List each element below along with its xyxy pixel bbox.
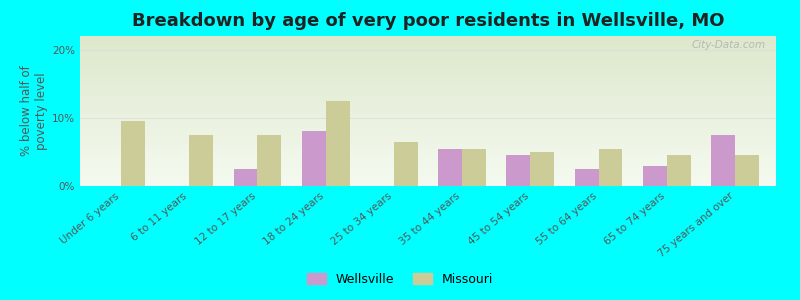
- Bar: [643, 166, 667, 186]
- Bar: [530, 152, 554, 186]
- Bar: [438, 148, 462, 186]
- Bar: [711, 135, 735, 186]
- Bar: [302, 131, 326, 186]
- Text: City-Data.com: City-Data.com: [691, 40, 766, 50]
- Bar: [574, 169, 598, 186]
- Bar: [394, 142, 418, 186]
- Bar: [258, 135, 282, 186]
- Bar: [462, 148, 486, 186]
- Bar: [667, 155, 690, 186]
- Y-axis label: % below half of
poverty level: % below half of poverty level: [20, 66, 48, 156]
- Bar: [189, 135, 213, 186]
- Bar: [506, 155, 530, 186]
- Bar: [735, 155, 759, 186]
- Bar: [598, 148, 622, 186]
- Bar: [121, 121, 145, 186]
- Title: Breakdown by age of very poor residents in Wellsville, MO: Breakdown by age of very poor residents …: [132, 12, 724, 30]
- Legend: Wellsville, Missouri: Wellsville, Missouri: [302, 268, 498, 291]
- Bar: [326, 101, 350, 186]
- Bar: [234, 169, 258, 186]
